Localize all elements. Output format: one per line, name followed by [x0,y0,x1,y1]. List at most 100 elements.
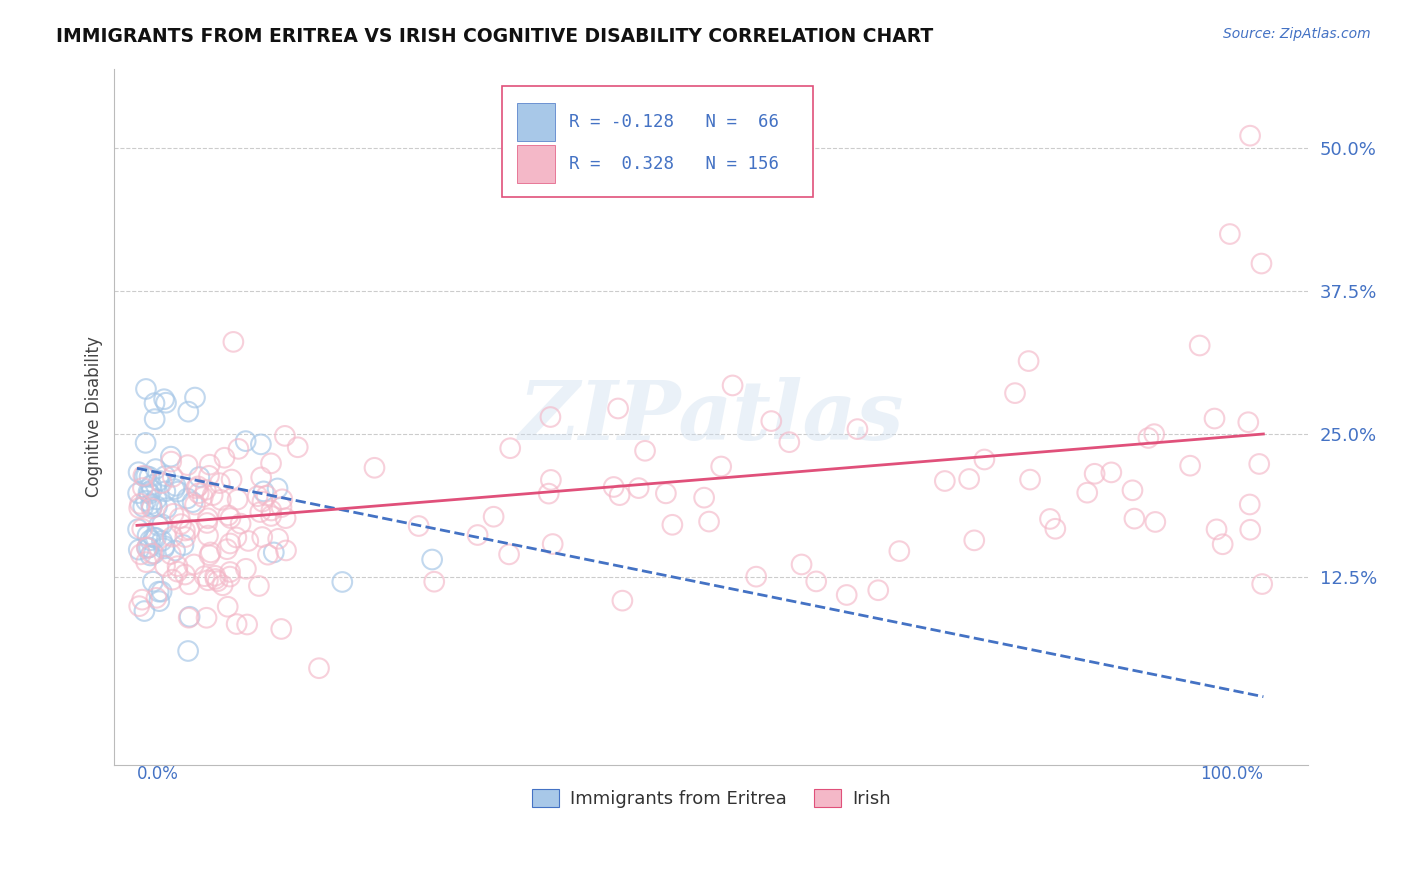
Y-axis label: Cognitive Disability: Cognitive Disability [86,336,103,498]
Point [166,559,188,574]
Point [266,482,288,496]
Point [250,470,273,484]
Point [135,382,157,396]
Point [214,450,236,465]
Point [1004,386,1026,401]
Point [162,507,184,521]
Point [211,578,233,592]
Point [1204,411,1226,425]
Point [609,488,631,502]
Point [135,493,157,508]
Point [627,481,650,495]
Text: Source: ZipAtlas.com: Source: ZipAtlas.com [1223,27,1371,41]
Point [184,481,207,495]
Point [219,511,242,525]
Point [174,567,197,582]
Point [257,548,280,562]
Point [136,528,159,542]
Point [134,604,156,618]
Point [200,545,222,559]
Point [153,469,176,483]
Point [1144,515,1167,529]
Point [191,490,214,504]
Point [132,481,155,495]
Point [141,547,163,561]
Point [1137,431,1160,445]
Point [1018,354,1040,368]
Point [142,531,165,545]
Point [132,500,155,514]
Point [187,479,209,493]
Point [153,541,176,556]
Point [806,574,828,589]
Point [889,544,911,558]
Point [132,468,155,483]
Point [193,569,215,583]
Point [141,483,163,497]
Text: R = -0.128   N =  66: R = -0.128 N = 66 [569,113,779,131]
Point [634,443,657,458]
Point [138,470,160,484]
Point [187,486,209,500]
Point [165,479,187,493]
Point [145,492,167,507]
Point [467,528,489,542]
Point [217,508,239,523]
Point [170,517,193,532]
Point [162,470,184,484]
Point [1121,483,1143,498]
Point [138,486,160,500]
Point [222,334,245,349]
Point [420,552,443,566]
Point [136,541,159,555]
Point [1251,577,1274,591]
Point [148,474,170,488]
Point [1205,522,1227,536]
Text: ZIPatlas: ZIPatlas [519,376,904,457]
Point [198,458,221,472]
Point [229,516,252,531]
Point [252,494,274,508]
Point [1249,457,1271,471]
Point [1237,415,1260,429]
Point [661,517,683,532]
Point [973,452,995,467]
Point [778,435,800,450]
Point [150,476,173,491]
Text: 100.0%: 100.0% [1201,765,1264,783]
Point [1084,467,1107,481]
Point [127,522,149,536]
Point [128,500,150,515]
Point [219,565,242,579]
Point [128,599,150,614]
Point [835,588,858,602]
Point [250,437,273,451]
Point [153,539,176,553]
Point [150,584,173,599]
Point [150,517,173,532]
Point [204,572,226,586]
Point [163,482,186,496]
Point [271,492,294,507]
Point [263,545,285,559]
Point [148,594,170,608]
FancyBboxPatch shape [517,145,555,183]
Point [179,609,201,624]
Point [308,661,330,675]
Point [1250,256,1272,270]
Point [256,489,278,503]
Point [174,524,197,538]
Point [221,473,243,487]
Point [135,541,157,555]
Point [176,458,198,472]
Point [195,611,218,625]
Point [1219,227,1241,241]
Point [139,549,162,563]
Point [274,511,297,525]
Point [155,395,177,409]
Point [745,569,768,583]
Point [169,511,191,525]
Point [177,610,200,624]
Point [129,547,152,561]
Point [174,530,197,544]
